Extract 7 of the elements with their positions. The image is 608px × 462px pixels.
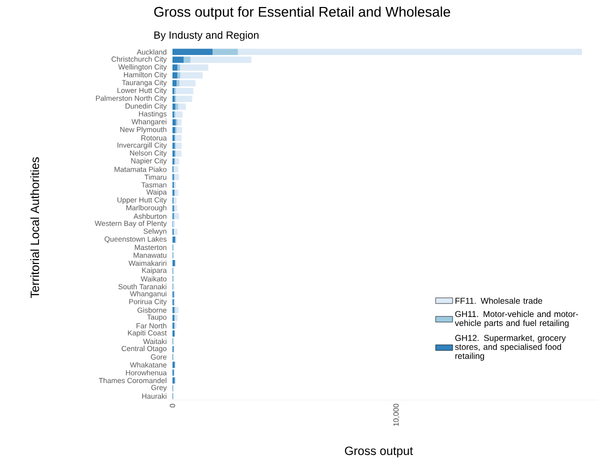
legend-label: GH11. Motor-vehicle and motor-vehicle parts and fuel retailing xyxy=(454,310,578,328)
chart-title: Gross output for Essential Retail and Wholesale xyxy=(154,6,450,20)
legend-label: GH12. Supermarket, grocery stores, and specialised food retailing xyxy=(455,334,566,361)
y-axis-title: Territorial Local Authorities xyxy=(30,157,40,298)
x-axis-title: Gross output xyxy=(344,446,413,458)
chart-subtitle: By Industy and Region xyxy=(154,31,258,41)
legend-label: FF11. Wholesale trade xyxy=(456,298,542,304)
